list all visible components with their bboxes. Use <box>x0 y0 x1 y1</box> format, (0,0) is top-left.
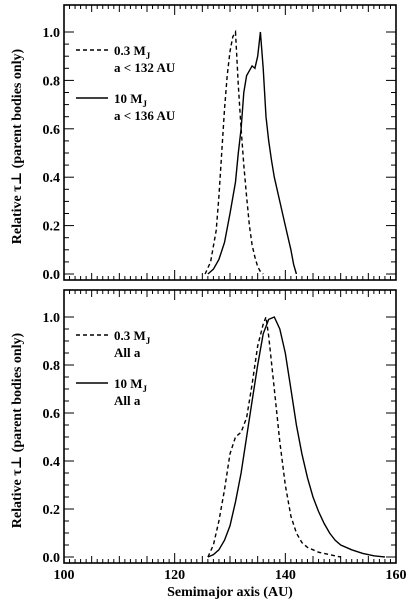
y-tick-label: 0.4 <box>43 171 61 186</box>
legend-label: 0.3 MJ <box>114 43 151 61</box>
y-tick-label: 1.0 <box>43 26 61 41</box>
y-tick-label: 0.8 <box>43 74 61 89</box>
legend-label: 0.3 MJ <box>114 328 151 346</box>
y-tick-label: 0.4 <box>43 455 61 470</box>
legend-label-line2: a < 136 AU <box>114 108 176 123</box>
legend-label: 10 MJ <box>114 91 148 109</box>
x-tick-label: 160 <box>386 568 407 583</box>
series-line <box>207 31 298 275</box>
series-line <box>204 29 264 275</box>
y-tick-label: 0.2 <box>43 220 61 235</box>
legend-label-line2: All a <box>114 345 141 360</box>
legend-label-line2: a < 132 AU <box>114 60 176 75</box>
x-tick-label: 120 <box>164 568 185 583</box>
legend-label: 10 MJ <box>114 376 148 394</box>
y-tick-label: 0.6 <box>43 407 61 422</box>
series-line <box>207 316 385 558</box>
y-axis-title: Relative τ⊥ (parent bodies only) <box>10 332 25 528</box>
legend-label-line2: All a <box>114 393 141 408</box>
series-line <box>207 314 341 558</box>
x-axis-title: Semimajor axis (AU) <box>167 585 293 600</box>
y-tick-label: 0.0 <box>43 268 61 283</box>
x-tick-label: 100 <box>54 568 75 583</box>
x-tick-label: 140 <box>275 568 296 583</box>
bottom-panel: 0.0 0.2 0.4 0.6 0.8 1.0 100 120 140 160 Semimajor … <box>10 289 407 600</box>
y-tick-label: 0.0 <box>43 551 61 566</box>
y-tick-label: 0.2 <box>43 503 61 518</box>
y-axis-title: Relative τ⊥ (parent bodies only) <box>10 48 25 244</box>
y-tick-label: 1.0 <box>43 311 61 326</box>
top-panel: 0.0 0.2 0.4 0.6 0.8 1.0 Relative τ⊥ (parent bo… <box>10 4 397 283</box>
y-tick-label: 0.6 <box>43 123 61 138</box>
y-tick-label: 0.8 <box>43 359 61 374</box>
